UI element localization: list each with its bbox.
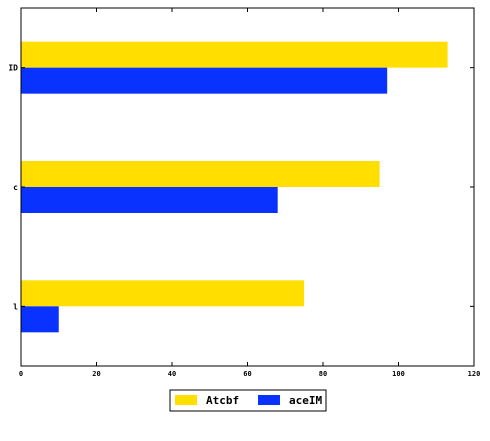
y-tick-label-l: l (13, 302, 18, 311)
legend-box (169, 389, 327, 412)
bar-aceIM-c (21, 187, 278, 213)
y-tick-label-ID: ID (8, 64, 18, 73)
legend-label-Atcbf: Atcbf (206, 394, 239, 407)
y-tick-label-c: c (13, 183, 18, 192)
x-tick-label-60: 60 (243, 370, 251, 378)
bar-Atcbf-ID (21, 41, 448, 68)
x-tick-label-0: 0 (19, 370, 23, 378)
legend-swatch-aceIM (258, 395, 280, 405)
x-tick-label-20: 20 (92, 370, 100, 378)
x-tick-label-100: 100 (392, 370, 405, 378)
bar-Atcbf-l (21, 280, 305, 307)
legend-label-aceIM: aceIM (289, 394, 322, 407)
bar-Atcbf-c (21, 161, 380, 187)
x-tick-label-40: 40 (168, 370, 176, 378)
bar-aceIM-ID (21, 67, 388, 94)
x-tick-label-120: 120 (468, 370, 481, 378)
legend-swatch-Atcbf (175, 395, 197, 405)
x-tick-label-80: 80 (319, 370, 327, 378)
bar-aceIM-l (21, 306, 59, 333)
plot-border (20, 7, 475, 367)
